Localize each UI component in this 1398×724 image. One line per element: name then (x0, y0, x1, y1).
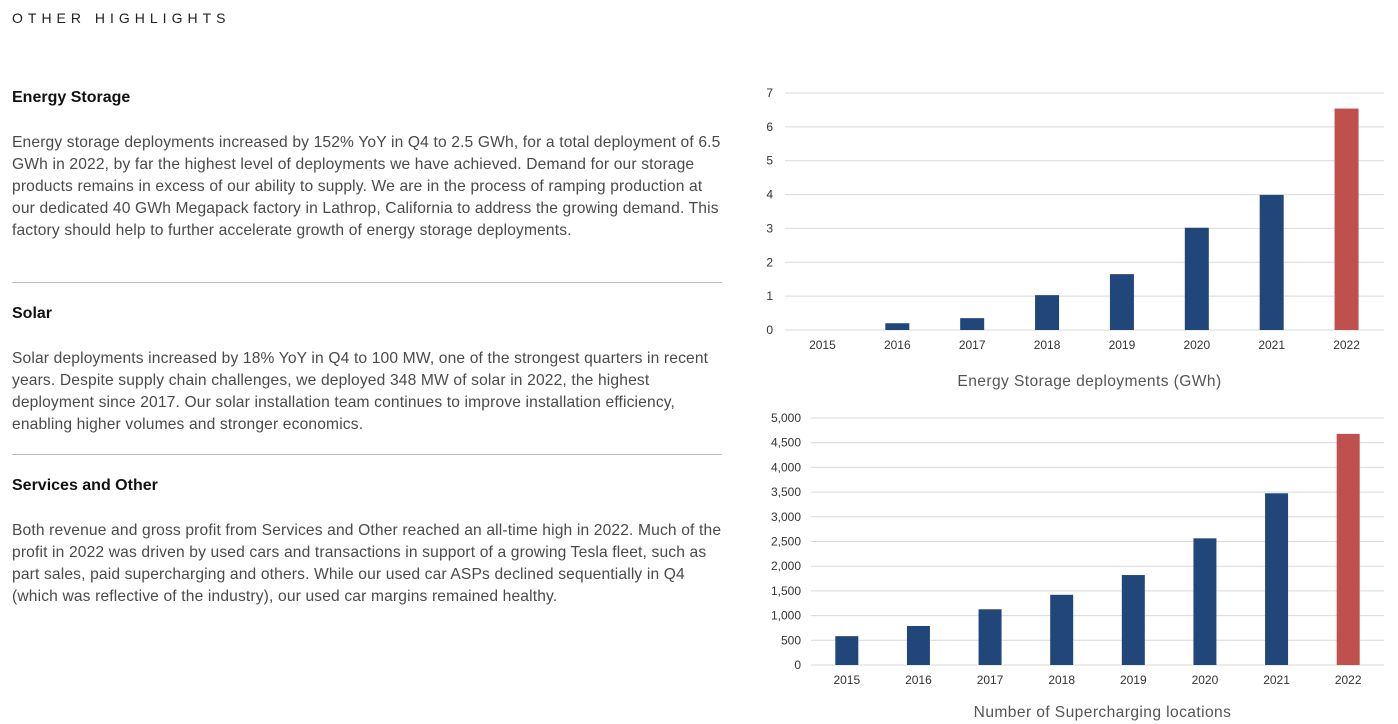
section-divider (12, 282, 722, 283)
supercharging-bar-2015 (835, 636, 859, 665)
energy-storage-xtick-label: 2017 (959, 338, 986, 352)
page-heading: OTHER HIGHLIGHTS (12, 10, 231, 26)
supercharging-ytick-label: 3,500 (771, 485, 801, 499)
energy-storage-bar-2018 (1035, 295, 1060, 330)
supercharging-ytick-label: 5,000 (771, 411, 801, 425)
supercharging-bar-2020 (1193, 538, 1217, 665)
energy-storage-bar-2021 (1259, 194, 1284, 330)
supercharging-xtick-label: 2017 (977, 673, 1004, 687)
solar-body: Solar deployments increased by 18% YoY i… (12, 350, 709, 433)
supercharging-bar-2016 (906, 625, 930, 665)
energy-storage-ytick-label: 5 (766, 154, 773, 168)
energy-storage-xtick-label: 2020 (1183, 338, 1210, 352)
energy-storage-bar-2020 (1184, 227, 1209, 330)
supercharging-ytick-label: 1,000 (771, 609, 801, 623)
energy-storage-ytick-label: 1 (766, 289, 773, 303)
supercharging-bar-2021 (1265, 493, 1289, 665)
energy-storage-bar-2017 (960, 318, 985, 330)
supercharging-xtick-label: 2016 (905, 673, 932, 687)
solar-heading: Solar (12, 305, 53, 322)
supercharging-bar-2022 (1336, 433, 1360, 665)
energy-storage-xtick-label: 2019 (1109, 338, 1136, 352)
supercharging-ytick-label: 1,500 (771, 584, 801, 598)
supercharging-bar-2018 (1050, 594, 1074, 665)
supercharging-xtick-label: 2022 (1335, 673, 1362, 687)
energy-storage-chart-title: Energy Storage deployments (GWh) (957, 373, 1221, 390)
energy-storage-ytick-label: 4 (766, 188, 773, 202)
energy-storage-xtick-label: 2021 (1258, 338, 1285, 352)
energy-storage-heading: Energy Storage (12, 89, 131, 106)
energy-storage-bar-2022 (1334, 108, 1359, 331)
supercharging-ytick-label: 0 (794, 658, 801, 672)
energy-storage-bar-2016 (885, 323, 910, 330)
supercharging-xtick-label: 2021 (1263, 673, 1290, 687)
energy-storage-ytick-label: 0 (766, 323, 773, 337)
energy-storage-ytick-label: 2 (766, 255, 773, 269)
supercharging-xtick-label: 2020 (1192, 673, 1219, 687)
supercharging-bar-2019 (1121, 575, 1145, 665)
supercharging-ytick-label: 500 (781, 633, 801, 647)
supercharging-chart-title: Number of Supercharging locations (974, 704, 1232, 721)
energy-storage-body: Energy storage deployments increased by … (12, 134, 721, 239)
energy-storage-xtick-label: 2018 (1034, 338, 1061, 352)
supercharging-ytick-label: 2,500 (771, 535, 801, 549)
supercharging-ytick-label: 4,500 (771, 436, 801, 450)
supercharging-xtick-label: 2019 (1120, 673, 1147, 687)
energy-storage-xtick-label: 2022 (1333, 338, 1360, 352)
energy-storage-ytick-label: 7 (766, 86, 773, 100)
energy-storage-ytick-label: 3 (766, 221, 773, 235)
supercharging-bar-2017 (978, 609, 1002, 665)
supercharging-xtick-label: 2018 (1048, 673, 1075, 687)
energy-storage-bar-2019 (1109, 274, 1134, 330)
services-body: Both revenue and gross profit from Servi… (12, 522, 722, 605)
energy-storage-xtick-label: 2016 (884, 338, 911, 352)
energy-storage-xtick-label: 2015 (809, 338, 836, 352)
energy-storage-ytick-label: 6 (766, 120, 773, 134)
supercharging-ytick-label: 3,000 (771, 510, 801, 524)
supercharging-ytick-label: 4,000 (771, 460, 801, 474)
services-heading: Services and Other (12, 477, 158, 494)
supercharging-xtick-label: 2015 (833, 673, 860, 687)
section-divider (12, 454, 722, 455)
supercharging-ytick-label: 2,000 (771, 559, 801, 573)
